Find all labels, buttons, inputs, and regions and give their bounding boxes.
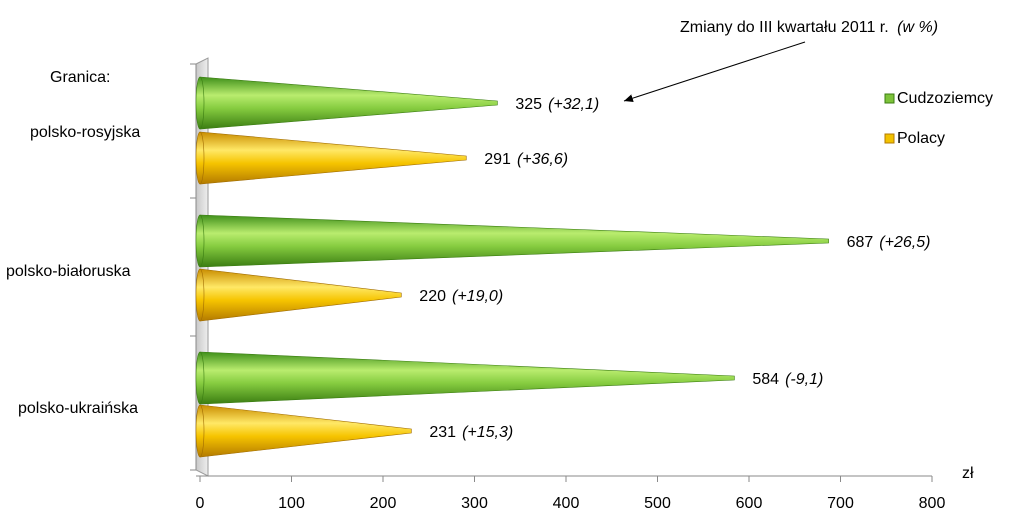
bar-base-polacy-polsko-ukrainska [195, 404, 205, 458]
x-tick-label-100: 100 [278, 495, 305, 512]
value-number-cudzoziemcy-polsko-bialoruska: 687 [847, 234, 874, 251]
bar-base-cudzoziemcy-polsko-rosyjska [195, 76, 205, 130]
bar-base-polacy-polsko-bialoruska [195, 268, 205, 322]
x-tick-label-700: 700 [827, 495, 854, 512]
x-tick-label-400: 400 [553, 495, 580, 512]
value-label-cudzoziemcy-polsko-ukrainska: 584 (-9,1) [752, 371, 823, 388]
value-label-polacy-polsko-ukrainska: 231 (+15,3) [429, 424, 513, 441]
value-number-cudzoziemcy-polsko-rosyjska: 325 [515, 96, 542, 113]
x-tick-label-300: 300 [461, 495, 488, 512]
category-label-polsko-rosyjska: polsko-rosyjska [30, 124, 140, 141]
value-change-polacy-polsko-ukrainska: (+15,3) [462, 424, 513, 441]
bar-cudzoziemcy-polsko-bialoruska [199, 214, 829, 268]
value-change-cudzoziemcy-polsko-bialoruska: (+26,5) [879, 234, 930, 251]
value-number-polacy-polsko-rosyjska: 291 [484, 151, 511, 168]
bar-base-cudzoziemcy-polsko-ukrainska [195, 351, 205, 405]
value-change-cudzoziemcy-polsko-rosyjska: (+32,1) [548, 96, 599, 113]
legend-label-cudzoziemcy: Cudzoziemcy [897, 90, 993, 107]
value-number-polacy-polsko-bialoruska: 220 [419, 288, 446, 305]
bar-base-cudzoziemcy-polsko-bialoruska [195, 214, 205, 268]
bars-group [195, 76, 829, 458]
x-tick-label-500: 500 [644, 495, 671, 512]
legend: Cudzoziemcy Polacy [884, 90, 993, 147]
x-tick-label-800: 800 [919, 495, 946, 512]
bar-cudzoziemcy-polsko-ukrainska [199, 351, 735, 405]
bar-polacy-polsko-ukrainska [199, 404, 412, 458]
category-label-polsko-bialoruska: polsko-białoruska [6, 263, 131, 280]
unit-label: zł [962, 465, 974, 482]
value-label-polacy-polsko-rosyjska: 291 (+36,6) [484, 151, 568, 168]
value-number-polacy-polsko-ukrainska: 231 [429, 424, 456, 441]
category-label-polsko-ukrainska: polsko-ukraińska [18, 400, 138, 417]
category-tick-marks [190, 63, 196, 471]
annotation-text: Zmiany do III kwartału 2011 r. (w %) [680, 19, 938, 36]
legend-label-polacy: Polacy [897, 130, 945, 147]
legend-swatch-cudzoziemcy [884, 93, 895, 104]
value-number-cudzoziemcy-polsko-ukrainska: 584 [752, 371, 779, 388]
value-change-cudzoziemcy-polsko-ukrainska: (-9,1) [785, 371, 823, 388]
x-tick-label-600: 600 [736, 495, 763, 512]
x-tick-label-0: 0 [196, 495, 205, 512]
annotation-italic: (w %) [897, 19, 938, 36]
annotation-arrow [623, 41, 806, 103]
x-tick-label-200: 200 [370, 495, 397, 512]
bar-polacy-polsko-rosyjska [199, 131, 467, 185]
value-label-polacy-polsko-bialoruska: 220 (+19,0) [419, 288, 503, 305]
annotation-main: Zmiany do III kwartału 2011 r. [680, 19, 889, 36]
value-change-polacy-polsko-bialoruska: (+19,0) [452, 288, 503, 305]
value-labels-group: 325 (+32,1) 291 (+36,6) 687 (+26,5) 220 (+19,0)… [419, 96, 930, 441]
x-axis-ticks: 0 100 200 300 400 500 600 700 800 [196, 476, 946, 512]
legend-swatch-polacy [884, 133, 895, 144]
bar-cudzoziemcy-polsko-rosyjska [199, 76, 498, 130]
bar-base-polacy-polsko-rosyjska [195, 131, 205, 185]
bar-polacy-polsko-bialoruska [199, 268, 402, 322]
value-label-cudzoziemcy-polsko-rosyjska: 325 (+32,1) [515, 96, 599, 113]
value-label-cudzoziemcy-polsko-bialoruska: 687 (+26,5) [847, 234, 931, 251]
value-change-polacy-polsko-rosyjska: (+36,6) [517, 151, 568, 168]
category-axis-title: Granica: [50, 69, 110, 86]
